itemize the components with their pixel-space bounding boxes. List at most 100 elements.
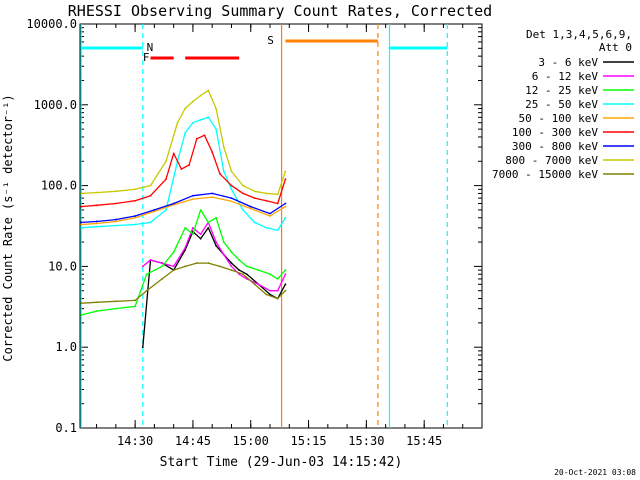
data-point <box>284 178 287 181</box>
data-point <box>284 205 287 208</box>
data-point <box>284 289 287 292</box>
data-point <box>184 131 187 134</box>
data-point <box>230 200 233 203</box>
data-point <box>276 297 279 300</box>
data-point <box>207 226 210 229</box>
data-point <box>114 202 117 205</box>
data-point <box>276 193 279 196</box>
data-point <box>203 134 206 137</box>
data-point <box>80 314 83 316</box>
y-tick-label: 100.0 <box>41 179 77 193</box>
flare-label: F <box>143 51 150 64</box>
data-point <box>230 262 233 264</box>
data-point <box>257 269 260 271</box>
y-tick-label: 10.0 <box>48 259 77 273</box>
data-point <box>149 259 152 261</box>
data-point <box>114 220 117 223</box>
data-point <box>238 259 241 261</box>
legend-header: Det 1,3,4,5,6,9, <box>526 28 632 41</box>
data-point <box>242 192 244 195</box>
x-axis-label: Start Time (29-Jun-03 14:15:42) <box>160 455 403 470</box>
data-point <box>134 188 137 191</box>
data-point <box>284 202 287 205</box>
data-point <box>134 299 137 302</box>
data-point <box>284 269 287 271</box>
series-line-4 <box>81 196 286 226</box>
data-point <box>172 251 175 254</box>
data-point <box>269 289 271 292</box>
data-point <box>195 262 198 264</box>
data-point <box>242 273 244 276</box>
legend-label: 7000 - 15000 keV <box>492 168 598 181</box>
data-point <box>184 246 187 249</box>
data-point <box>265 199 268 202</box>
data-point <box>149 184 152 187</box>
data-point <box>80 226 83 229</box>
data-point <box>230 197 233 200</box>
series-layer <box>80 89 287 349</box>
series-line-7 <box>81 89 287 195</box>
data-point <box>207 262 210 264</box>
data-point <box>114 300 117 303</box>
data-point <box>211 196 214 199</box>
x-tick-label: 15:45 <box>406 434 442 448</box>
legend-label: 25 - 50 keV <box>525 98 598 111</box>
data-point <box>165 160 167 163</box>
legend-label: 300 - 800 keV <box>512 140 598 153</box>
data-point <box>153 209 156 211</box>
legend-label: 12 - 25 keV <box>525 84 598 97</box>
data-point <box>222 146 225 148</box>
data-point <box>192 226 194 229</box>
data-point <box>95 310 98 312</box>
data-point <box>215 216 217 219</box>
data-point <box>184 226 187 229</box>
data-point <box>245 273 248 276</box>
data-point <box>180 168 183 171</box>
data-point <box>269 212 271 215</box>
data-point <box>253 197 256 200</box>
legend-label: 6 - 12 keV <box>532 70 599 83</box>
data-point <box>276 202 279 205</box>
series-line-6 <box>81 192 286 224</box>
series-line-3 <box>81 116 286 231</box>
y-axis: 0.1 1.0 10.0 100.0 1000.0 10000.0 <box>26 17 482 435</box>
data-point <box>284 273 287 276</box>
data-point <box>253 190 256 193</box>
data-point <box>172 152 175 155</box>
data-point <box>95 222 98 225</box>
data-point <box>165 209 167 211</box>
event-markers: NF S <box>80 24 448 428</box>
data-point <box>95 204 98 207</box>
data-point <box>265 192 268 195</box>
data-point <box>145 289 148 292</box>
data-point <box>134 199 137 202</box>
data-point <box>211 151 214 153</box>
data-point <box>253 283 256 286</box>
series-line-1 <box>142 221 286 292</box>
data-point <box>80 192 83 195</box>
data-point <box>184 107 187 110</box>
data-point <box>230 265 233 268</box>
chart-title: RHESSI Observing Summary Count Rates, Co… <box>68 2 492 20</box>
data-point <box>165 178 167 181</box>
data-point <box>249 205 252 208</box>
data-point <box>141 346 144 349</box>
legend-label: 3 - 6 keV <box>538 56 598 69</box>
data-point <box>95 225 98 228</box>
data-point <box>172 269 175 271</box>
data-point <box>284 170 287 173</box>
series-line-5 <box>81 134 287 208</box>
data-point <box>199 233 202 236</box>
data-point <box>161 265 163 268</box>
data-point <box>161 278 163 280</box>
data-point <box>230 170 233 173</box>
data-point <box>153 210 156 213</box>
data-point <box>80 223 83 226</box>
data-point <box>230 251 233 254</box>
night-label: N <box>147 41 154 54</box>
data-point <box>134 215 137 217</box>
x-tick-label: 14:30 <box>117 434 153 448</box>
x-tick-label: 14:45 <box>175 434 211 448</box>
data-point <box>276 278 279 280</box>
